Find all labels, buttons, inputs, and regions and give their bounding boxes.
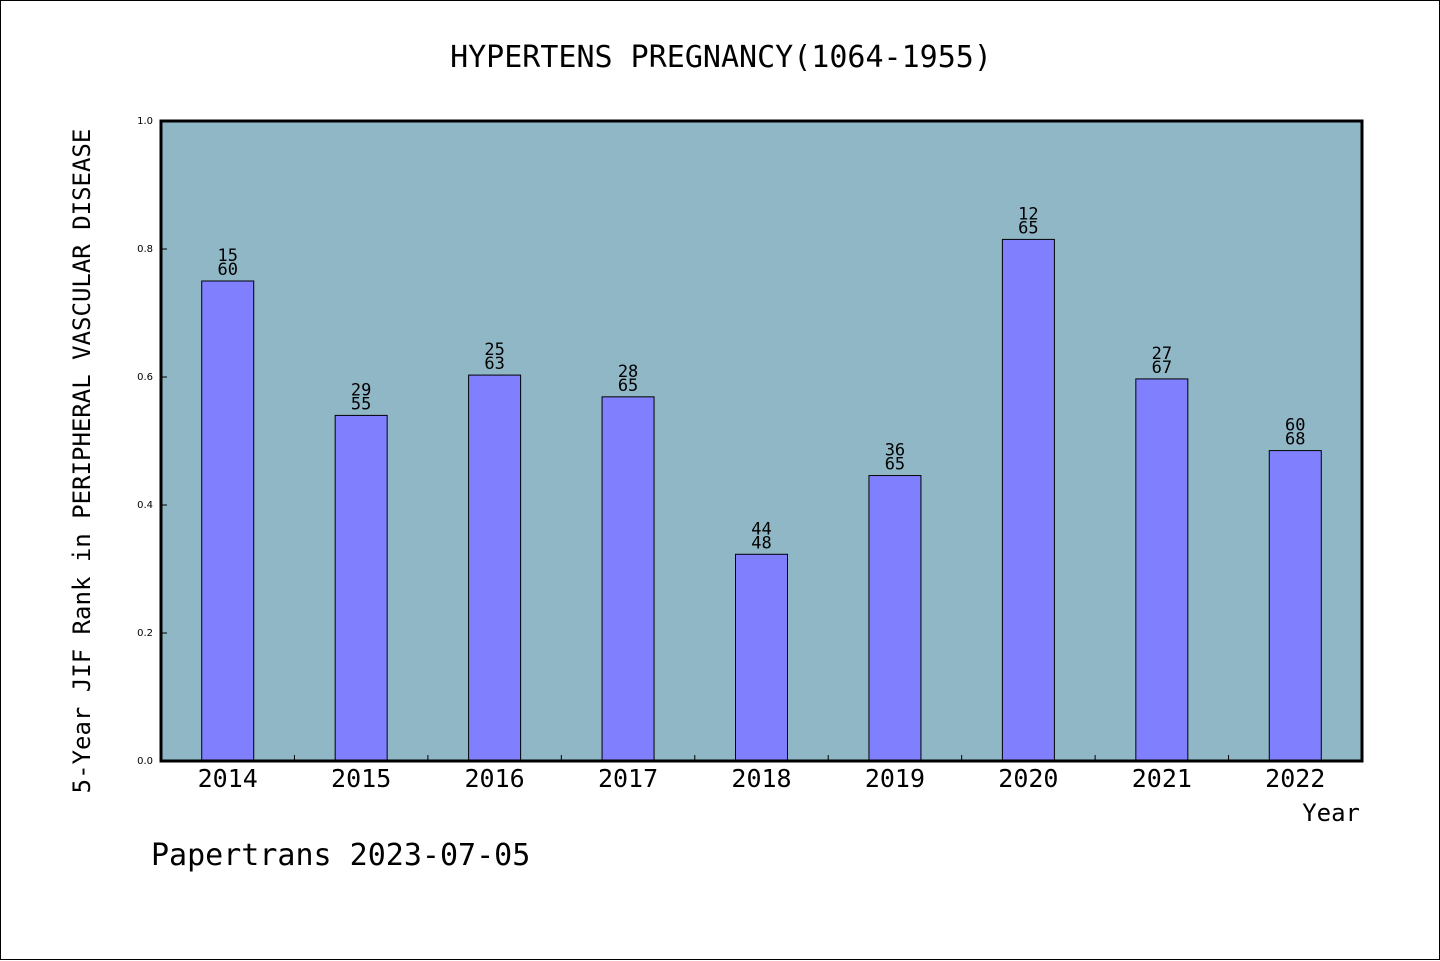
plot-border — [159, 119, 1364, 763]
x-tick-label: 2017 — [598, 764, 658, 793]
bar-rank-label: 29 — [351, 380, 371, 400]
x-tick-label: 2021 — [1132, 764, 1192, 793]
bar-rank-label: 36 — [885, 441, 905, 461]
y-tick-label: 0.0 — [137, 756, 153, 767]
x-tick-label: 2020 — [998, 764, 1058, 793]
bar-total-label: 48 — [751, 533, 771, 553]
chart-title: HYPERTENS PREGNANCY(1064-1955) — [450, 40, 992, 75]
bar-rank-label: 15 — [217, 246, 237, 266]
bar-2017 — [601, 396, 655, 762]
watermark-text: Papertrans 2023-07-05 — [151, 838, 530, 873]
bar-rank-label: 60 — [1285, 416, 1305, 436]
y-tick-label: 1.0 — [137, 116, 153, 127]
bar-rank-label: 12 — [1018, 204, 1038, 224]
bar-total-label: 55 — [351, 394, 371, 414]
bar-total-label: 68 — [1285, 430, 1305, 450]
y-tick-label: 0.2 — [137, 628, 153, 639]
x-axis: 2014 2015 2016 2017 2018 2019 2020 2021 2022 — [198, 755, 1325, 793]
y-tick-label: 0.6 — [137, 372, 153, 383]
bar-total-label: 60 — [217, 260, 237, 280]
bar-total-label: 65 — [885, 455, 905, 475]
bar-rank-label: 27 — [1152, 344, 1172, 364]
x-tick-label: 2022 — [1265, 764, 1325, 793]
bar-total-label: 65 — [618, 376, 638, 396]
bar-2016 — [468, 374, 522, 762]
x-tick-label: 2016 — [465, 764, 525, 793]
x-tick-label: 2014 — [198, 764, 258, 793]
bar-rank-label: 28 — [618, 362, 638, 382]
bar-total-label: 67 — [1152, 358, 1172, 378]
bar-rank-label: 25 — [484, 340, 504, 360]
bar-2022 — [1268, 450, 1322, 762]
x-tick-label: 2019 — [865, 764, 925, 793]
bar-total-label: 65 — [1018, 218, 1038, 238]
x-tick-label: 2015 — [331, 764, 391, 793]
y-axis-label: 5-Year JIF Rank in PERIPHERAL VASCULAR D… — [68, 129, 96, 794]
x-tick-label: 2018 — [731, 764, 791, 793]
bar-2015 — [334, 414, 388, 762]
y-tick-label: 0.8 — [137, 244, 153, 255]
bar-2020 — [1001, 238, 1055, 762]
bar-2019 — [868, 475, 922, 762]
bar-2018 — [735, 553, 788, 762]
bar-total-label: 63 — [484, 354, 504, 374]
bar-2014 — [201, 280, 255, 762]
bar-rank-label: 44 — [751, 519, 771, 539]
bar-2021 — [1135, 378, 1189, 762]
x-axis-label: Year — [1302, 799, 1360, 827]
y-tick-label: 0.4 — [137, 500, 153, 511]
